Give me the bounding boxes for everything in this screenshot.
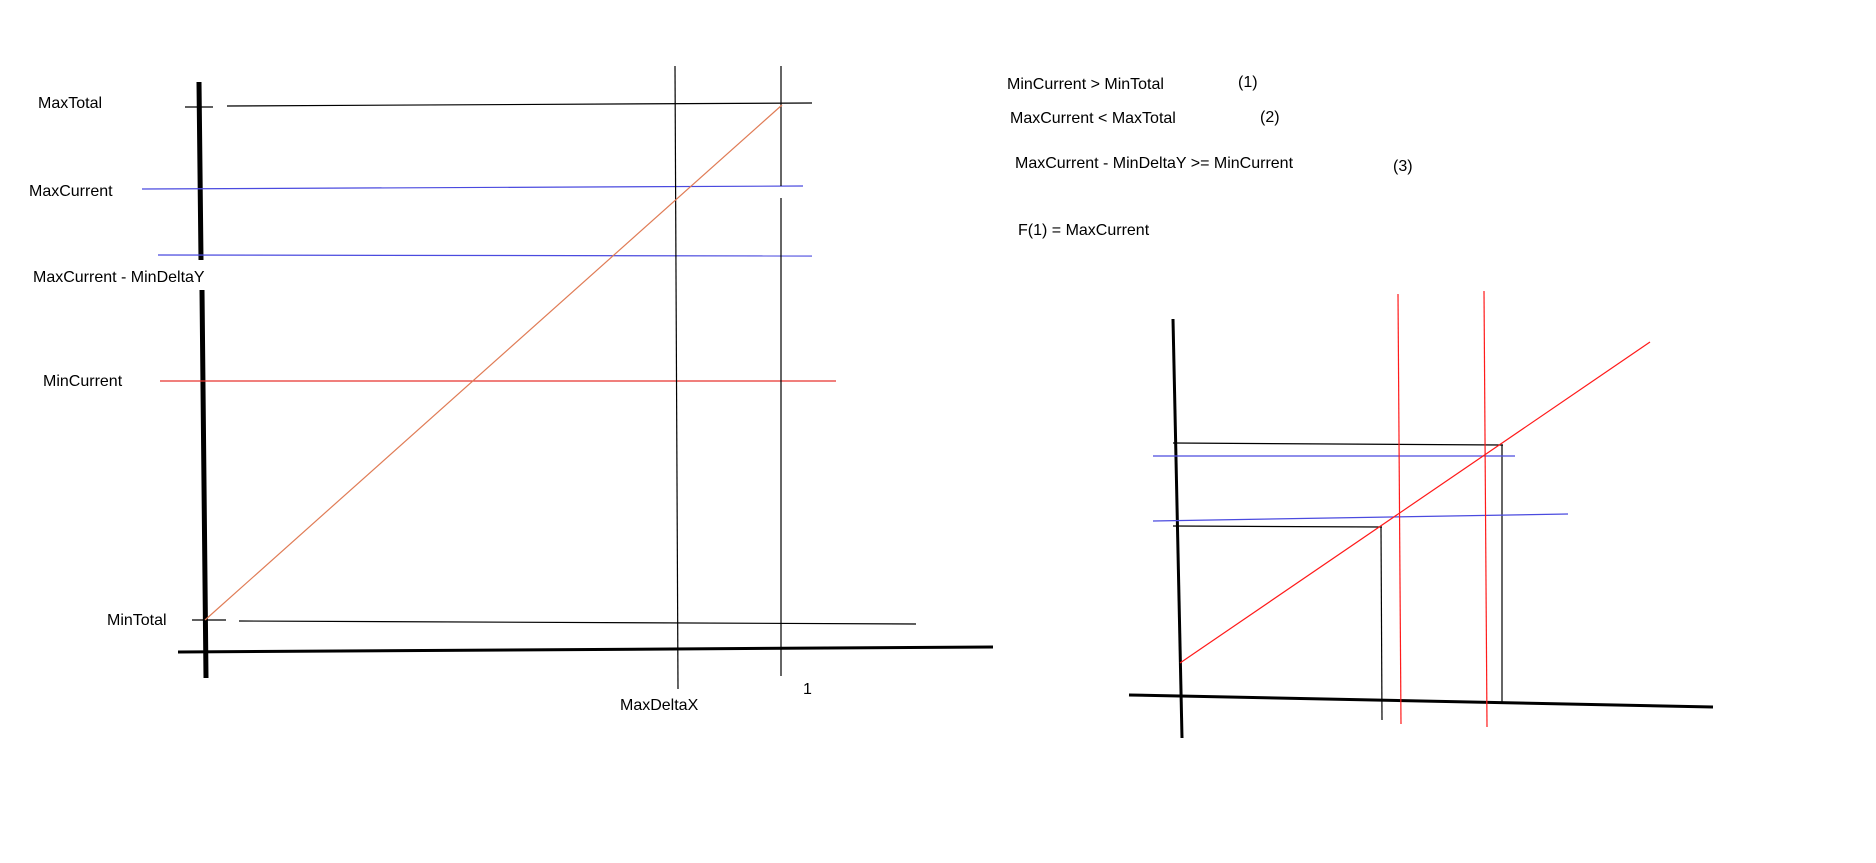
label-max-delta-x: MaxDeltaX <box>620 697 699 714</box>
label-max-current-minus-delta: MaxCurrent - MinDeltaY <box>33 269 205 286</box>
right-lower-black-vertical <box>1380 526 1383 721</box>
max-total-line <box>226 102 813 107</box>
condition-1-number: (1) <box>1238 74 1258 91</box>
right-red-vertical-2 <box>1483 290 1488 728</box>
condition-3-number: (3) <box>1393 158 1413 175</box>
condition-2-number: (2) <box>1260 109 1280 126</box>
right-diagram <box>1128 290 1714 739</box>
label-max-current: MaxCurrent <box>29 183 113 200</box>
max-current-line <box>141 185 804 190</box>
left-x-axis <box>177 645 994 654</box>
right-y-axis <box>1171 318 1184 739</box>
condition-3-text: MaxCurrent - MinDeltaY >= MinCurrent <box>1015 155 1294 172</box>
left-y-axis <box>196 81 209 679</box>
label-max-total: MaxTotal <box>38 95 102 112</box>
right-upper-black-line <box>1172 442 1504 446</box>
max-current-minus-delta-line <box>157 254 813 257</box>
right-lower-blue-line <box>1152 513 1569 522</box>
right-x-axis <box>1128 693 1714 709</box>
right-red-vertical-1 <box>1397 293 1402 725</box>
left-diagonal-line <box>204 104 783 621</box>
max-delta-x-line <box>674 65 679 690</box>
label-one: 1 <box>803 681 812 698</box>
right-lower-black-line <box>1172 525 1383 528</box>
label-min-total: MinTotal <box>107 612 167 629</box>
conditions-list: MinCurrent > MinTotal (1) MaxCurrent < M… <box>1007 74 1413 239</box>
condition-2-text: MaxCurrent < MaxTotal <box>1010 110 1176 127</box>
right-diagonal-line <box>1179 341 1651 664</box>
condition-4-text: F(1) = MaxCurrent <box>1018 222 1150 239</box>
left-diagram: MaxTotal MaxCurrent MaxCurrent - MinDelt… <box>29 65 994 714</box>
min-total-line <box>238 620 917 625</box>
label-min-current: MinCurrent <box>43 373 123 390</box>
condition-1-text: MinCurrent > MinTotal <box>1007 76 1164 93</box>
